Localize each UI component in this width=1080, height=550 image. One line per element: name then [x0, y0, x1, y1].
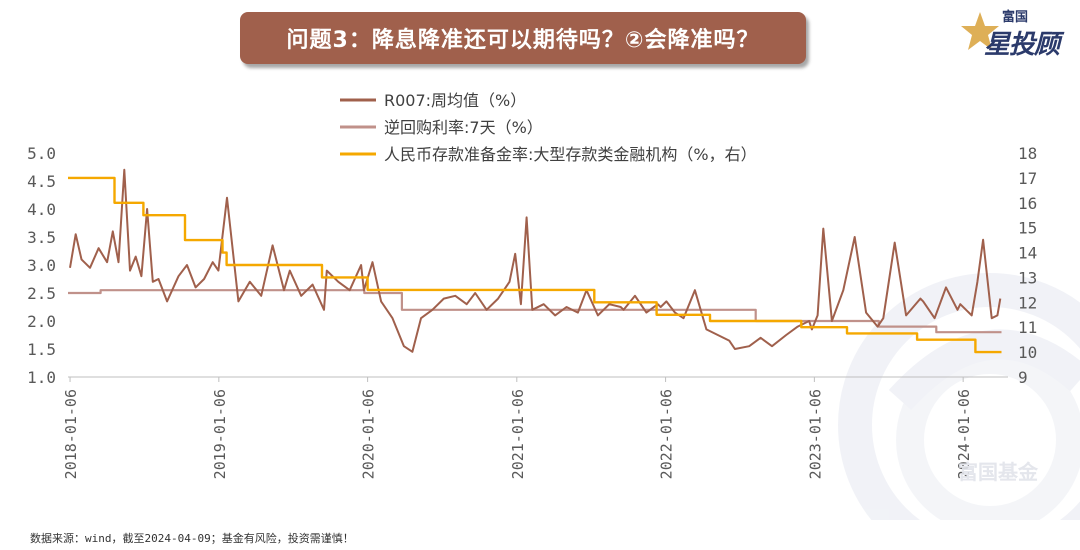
- y-right-tick-label: 17: [1018, 169, 1037, 188]
- y-left-tick-label: 3.5: [27, 228, 56, 247]
- legend-item-rrr-label: 人民币存款准备金率:大型存款类金融机构（%，右）: [384, 145, 757, 164]
- y-left-tick-label: 1.5: [27, 340, 56, 359]
- x-tick-label: 2018-01-06: [62, 389, 80, 479]
- y-right-tick-label: 13: [1018, 268, 1037, 287]
- y-right-tick-label: 10: [1018, 343, 1037, 362]
- y-left-tick-label: 2.5: [27, 284, 56, 303]
- x-tick-label: 2019-01-06: [211, 389, 229, 479]
- star-icon: [961, 12, 999, 50]
- r007-line: [69, 168, 1002, 353]
- y-left-tick-label: 5.0: [27, 144, 56, 163]
- source-note: 数据来源：wind，截至2024-04-09；基金有风险，投资需谨慎！: [30, 532, 354, 545]
- y-right-tick-label: 12: [1018, 293, 1037, 312]
- y-left-tick-label: 2.0: [27, 312, 56, 331]
- x-tick-label: 2020-01-06: [360, 389, 378, 479]
- x-tick-label: 2023-01-06: [806, 389, 824, 479]
- y-right-tick-label: 16: [1018, 194, 1037, 213]
- watermark-graphic: [838, 273, 1080, 520]
- x-tick-label: 2024-01-06: [955, 389, 973, 479]
- rate-chart: R007:周均值（%） 逆回购利率:7天（%） 人民币存款准备金率:大型存款类金融机…: [27, 91, 1080, 520]
- y-left-tick-label: 4.0: [27, 200, 56, 219]
- y-left-tick-label: 3.0: [27, 256, 56, 275]
- watermark-text: 富国基金: [958, 460, 1038, 484]
- legend: R007:周均值（%） 逆回购利率:7天（%） 人民币存款准备金率:大型存款类金融机…: [340, 91, 757, 164]
- x-tick-label: 2021-01-06: [509, 389, 527, 479]
- legend-item-r007-label: R007:周均值（%）: [384, 91, 526, 110]
- axes: 1.0 1.5 2.0 2.5 3.0 3.5 4.0 4.5 5.0 9 10 11 12 13 14 15…: [27, 144, 1037, 479]
- rrr-line: [68, 176, 1002, 354]
- logo: 富国 星投顾: [960, 4, 1070, 60]
- series-layer: [68, 168, 1002, 354]
- legend-item-reverse-repo-label: 逆回购利率:7天（%）: [384, 118, 543, 137]
- y-right-tick-label: 14: [1018, 244, 1037, 263]
- y-right-tick-label: 18: [1018, 144, 1037, 163]
- reverse-repo-line: [68, 289, 1002, 334]
- y-right-tick-label: 9: [1018, 368, 1028, 387]
- x-tick-label: 2022-01-06: [658, 389, 676, 479]
- logo-small-text: 富国: [1002, 10, 1029, 25]
- y-right-tick-label: 15: [1018, 219, 1037, 238]
- y-right-tick-label: 11: [1018, 318, 1037, 337]
- logo-big-text: 星投顾: [984, 30, 1060, 60]
- y-left-tick-label: 4.5: [27, 172, 56, 191]
- y-left-tick-label: 1.0: [27, 368, 56, 387]
- page-title: 问题3：降息降准还可以期待吗？②会降准吗？: [240, 12, 806, 64]
